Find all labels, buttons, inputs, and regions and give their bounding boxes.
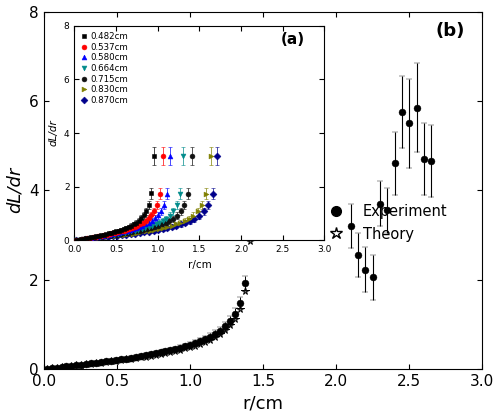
Legend: Experiment, Theory: Experiment, Theory: [316, 199, 453, 247]
Text: (b): (b): [436, 22, 465, 40]
X-axis label: r/cm: r/cm: [242, 395, 284, 413]
Y-axis label: dL/dr: dL/dr: [6, 167, 24, 214]
